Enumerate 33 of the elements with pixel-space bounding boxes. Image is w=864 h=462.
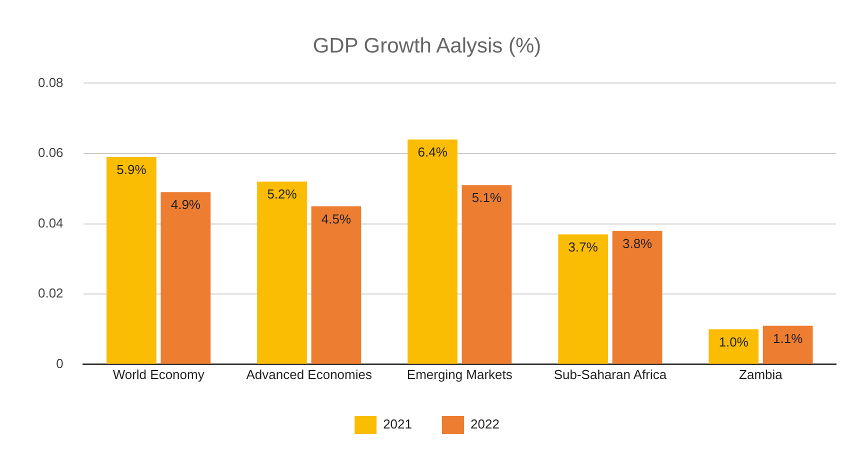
bar (160, 192, 211, 364)
data-label: 5.1% (472, 190, 502, 206)
data-label: 1.0% (718, 334, 749, 350)
x-tick-label: World Economy (112, 366, 205, 382)
data-label: 3.7% (568, 239, 598, 254)
x-tick-label: Sub-Saharan Africa (554, 366, 668, 382)
y-tick-label: 0 (56, 356, 64, 371)
data-label: 5.9% (116, 162, 147, 178)
bar (558, 234, 608, 364)
data-label: 5.2% (267, 186, 298, 202)
bar (762, 326, 813, 364)
data-label: 6.4% (418, 144, 448, 160)
data-label: 4.9% (170, 197, 201, 212)
bar (257, 182, 307, 364)
y-tick-label: 0.04 (38, 215, 64, 230)
bar (311, 206, 362, 364)
x-tick-label: Emerging Markets (406, 366, 513, 382)
bar (462, 185, 512, 364)
bar (408, 139, 458, 364)
legend-label: 2021 (383, 416, 412, 432)
x-tick-label: Zambia (739, 366, 784, 382)
y-tick-label: 0.06 (38, 145, 64, 160)
legend-label: 2022 (470, 416, 500, 432)
bar (106, 157, 156, 364)
data-label: 1.1% (773, 330, 804, 346)
data-label: 3.8% (622, 236, 653, 251)
chart-title: GDP Growth Aalysis (%) (312, 34, 542, 58)
y-tick-label: 0.02 (38, 286, 64, 301)
y-tick-label: 0.08 (38, 74, 64, 90)
data-label: 4.5% (321, 211, 352, 226)
x-tick-label: Advanced Economies (246, 366, 372, 382)
bar (708, 329, 759, 364)
bar (612, 230, 662, 364)
